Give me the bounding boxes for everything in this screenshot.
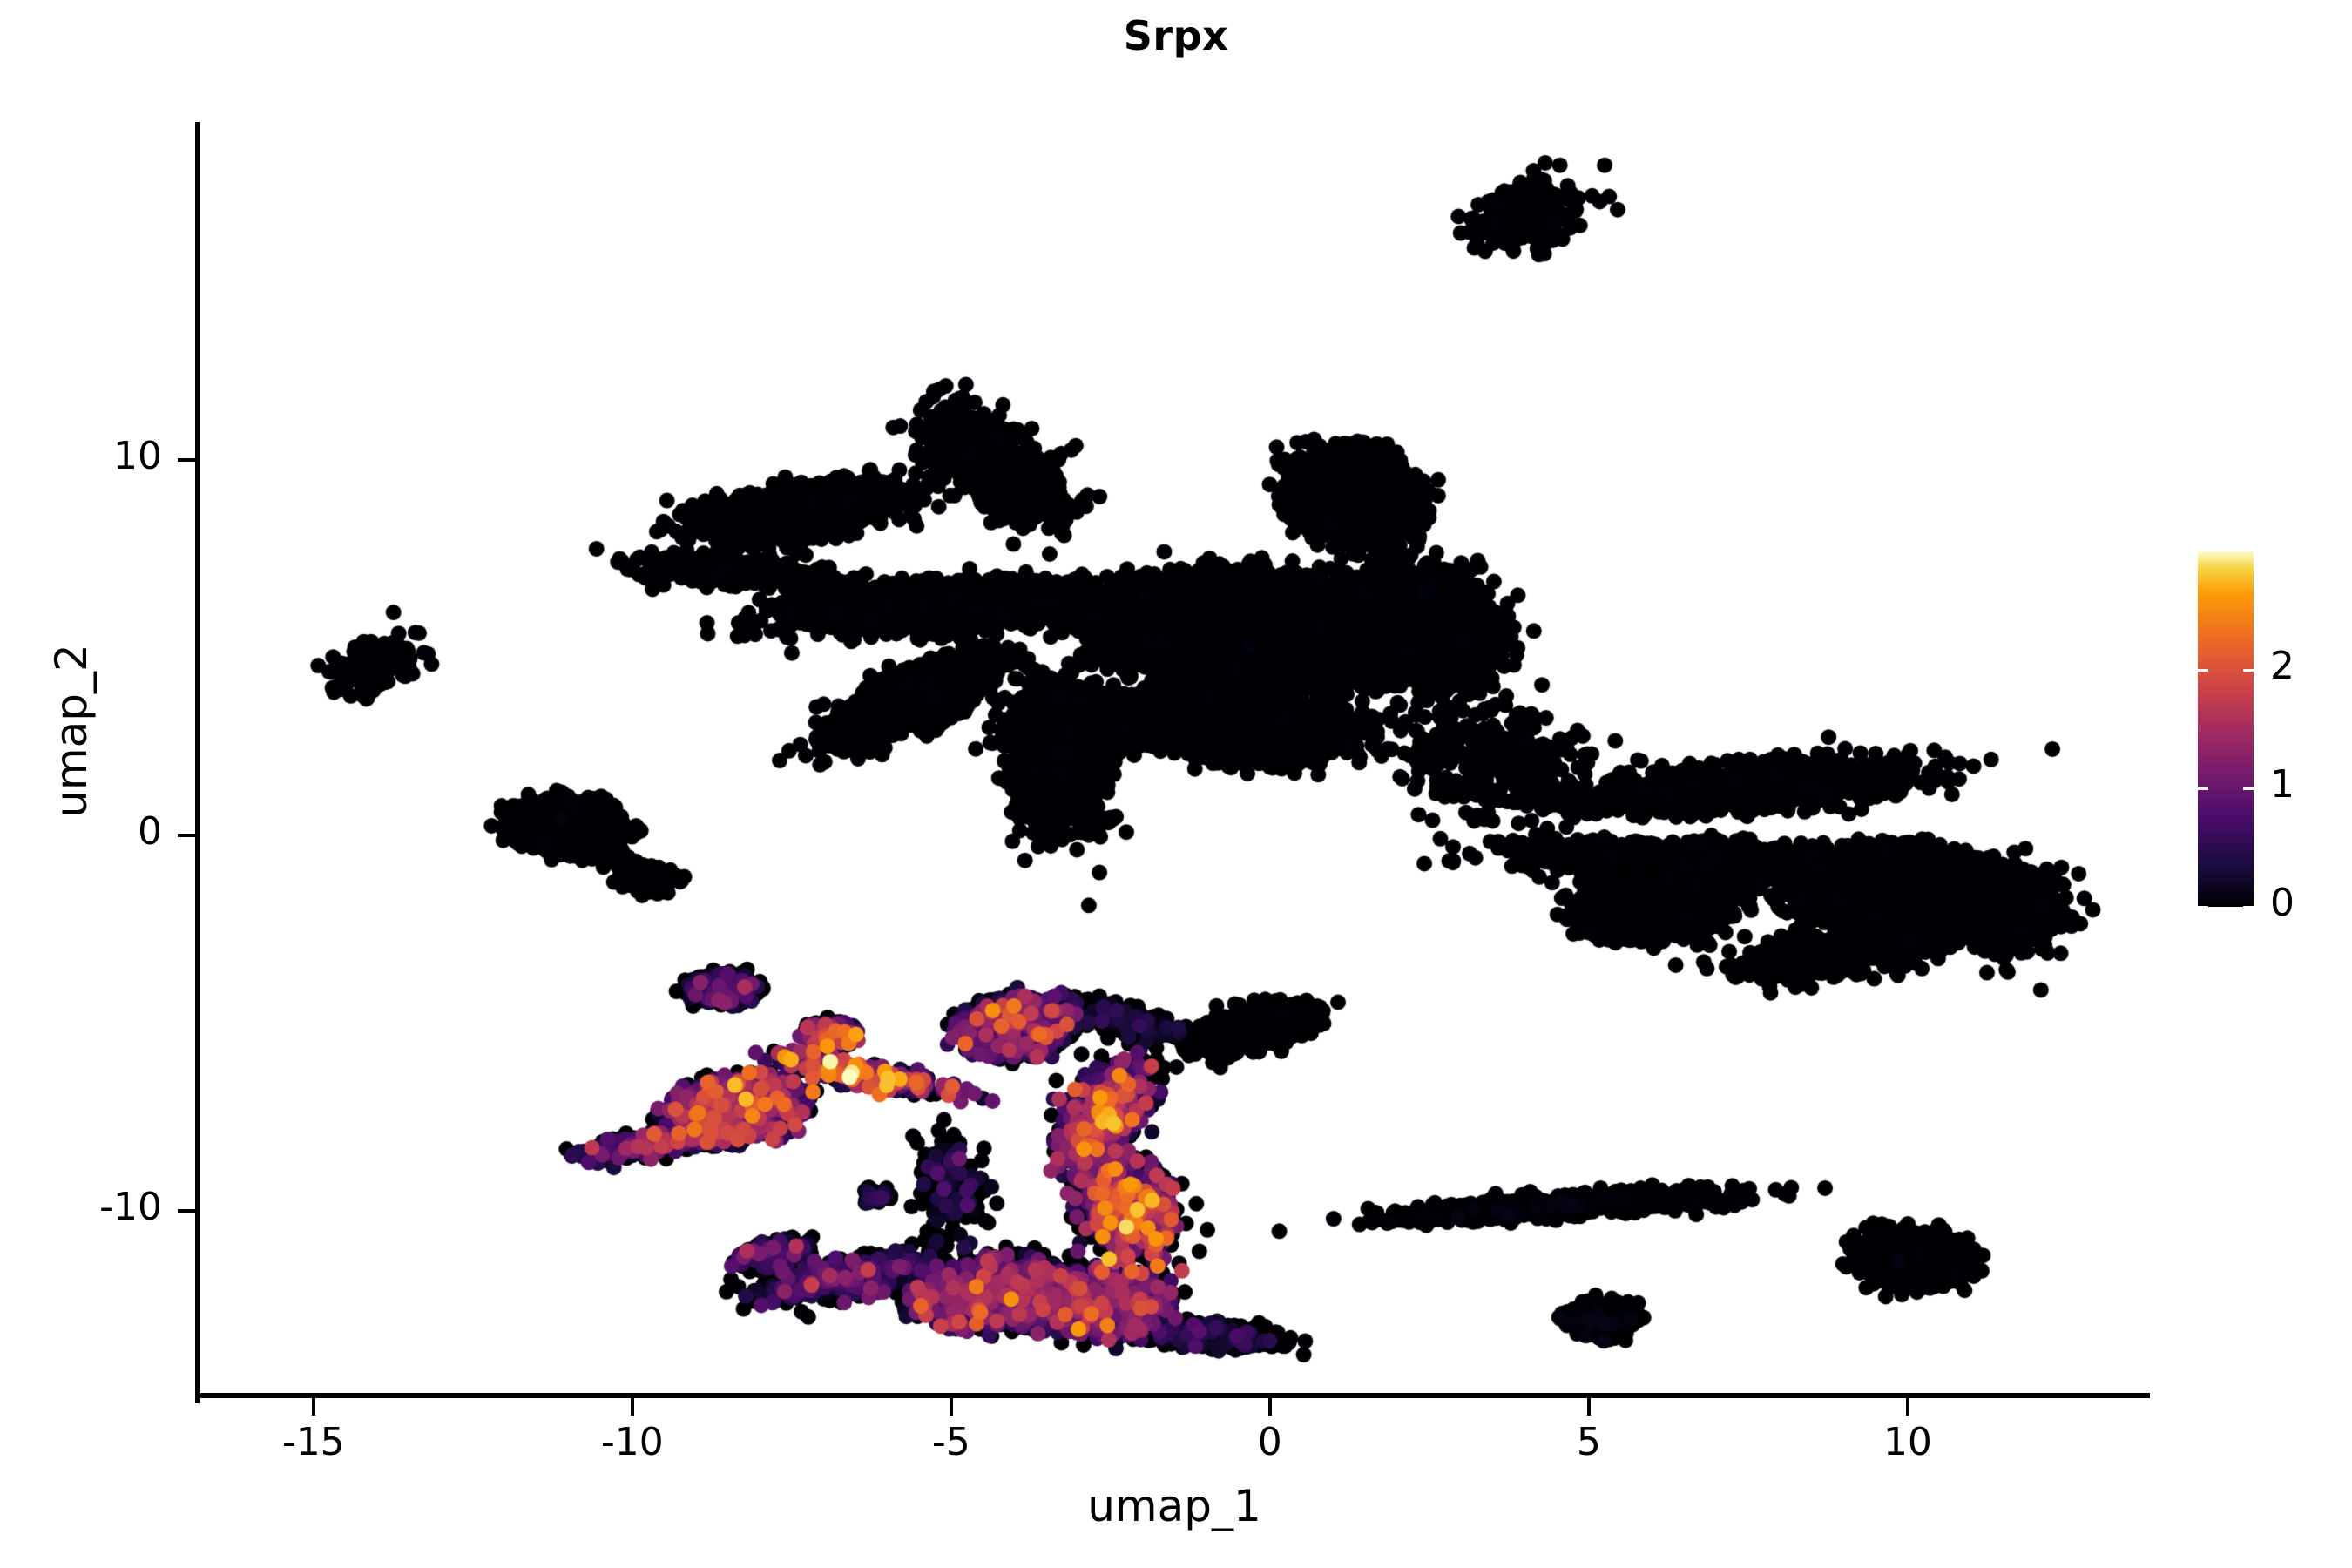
y-tick-label: -10 xyxy=(99,1184,162,1229)
x-tick-label: 10 xyxy=(1882,1420,1932,1464)
y-tick-label: 10 xyxy=(113,433,162,478)
colorbar-tick-label: 0 xyxy=(2270,881,2295,925)
x-tick-label: -15 xyxy=(281,1420,345,1464)
x-axis-spine xyxy=(195,1393,2150,1398)
x-tick-mark xyxy=(630,1398,634,1416)
colorbar-tick-mark xyxy=(2198,906,2208,909)
x-tick-mark xyxy=(1267,1398,1272,1416)
scatter-canvas xyxy=(199,122,2150,1398)
x-axis-label: umap_1 xyxy=(1087,1481,1261,1531)
x-tick-mark xyxy=(1586,1398,1591,1416)
colorbar-tick-label: 2 xyxy=(2270,644,2295,688)
page-title: Srpx xyxy=(1123,12,1229,59)
y-tick-mark xyxy=(178,833,195,837)
x-tick-mark xyxy=(311,1398,315,1416)
x-tick-label: 5 xyxy=(1576,1420,1601,1464)
y-tick-label: 0 xyxy=(138,808,162,854)
x-tick-label: -5 xyxy=(931,1420,970,1464)
scatter-plot-area xyxy=(199,122,2150,1398)
colorbar-tick-label: 1 xyxy=(2270,762,2295,807)
colorbar-tick-mark xyxy=(2243,787,2254,790)
y-axis-label: umap_2 xyxy=(46,644,97,818)
x-tick-mark xyxy=(949,1398,953,1416)
colorbar xyxy=(2198,551,2254,907)
colorbar-tick-mark xyxy=(2243,906,2254,909)
colorbar-tick-mark xyxy=(2198,787,2208,790)
x-tick-label: 0 xyxy=(1257,1420,1282,1464)
colorbar-tick-mark xyxy=(2198,669,2208,672)
y-axis-spine xyxy=(195,122,200,1403)
x-tick-label: -10 xyxy=(600,1420,664,1464)
x-tick-mark xyxy=(1905,1398,1909,1416)
colorbar-tick-mark xyxy=(2243,669,2254,672)
colorbar-gradient xyxy=(2198,551,2254,907)
y-tick-mark xyxy=(178,1208,195,1213)
y-tick-mark xyxy=(178,457,195,462)
